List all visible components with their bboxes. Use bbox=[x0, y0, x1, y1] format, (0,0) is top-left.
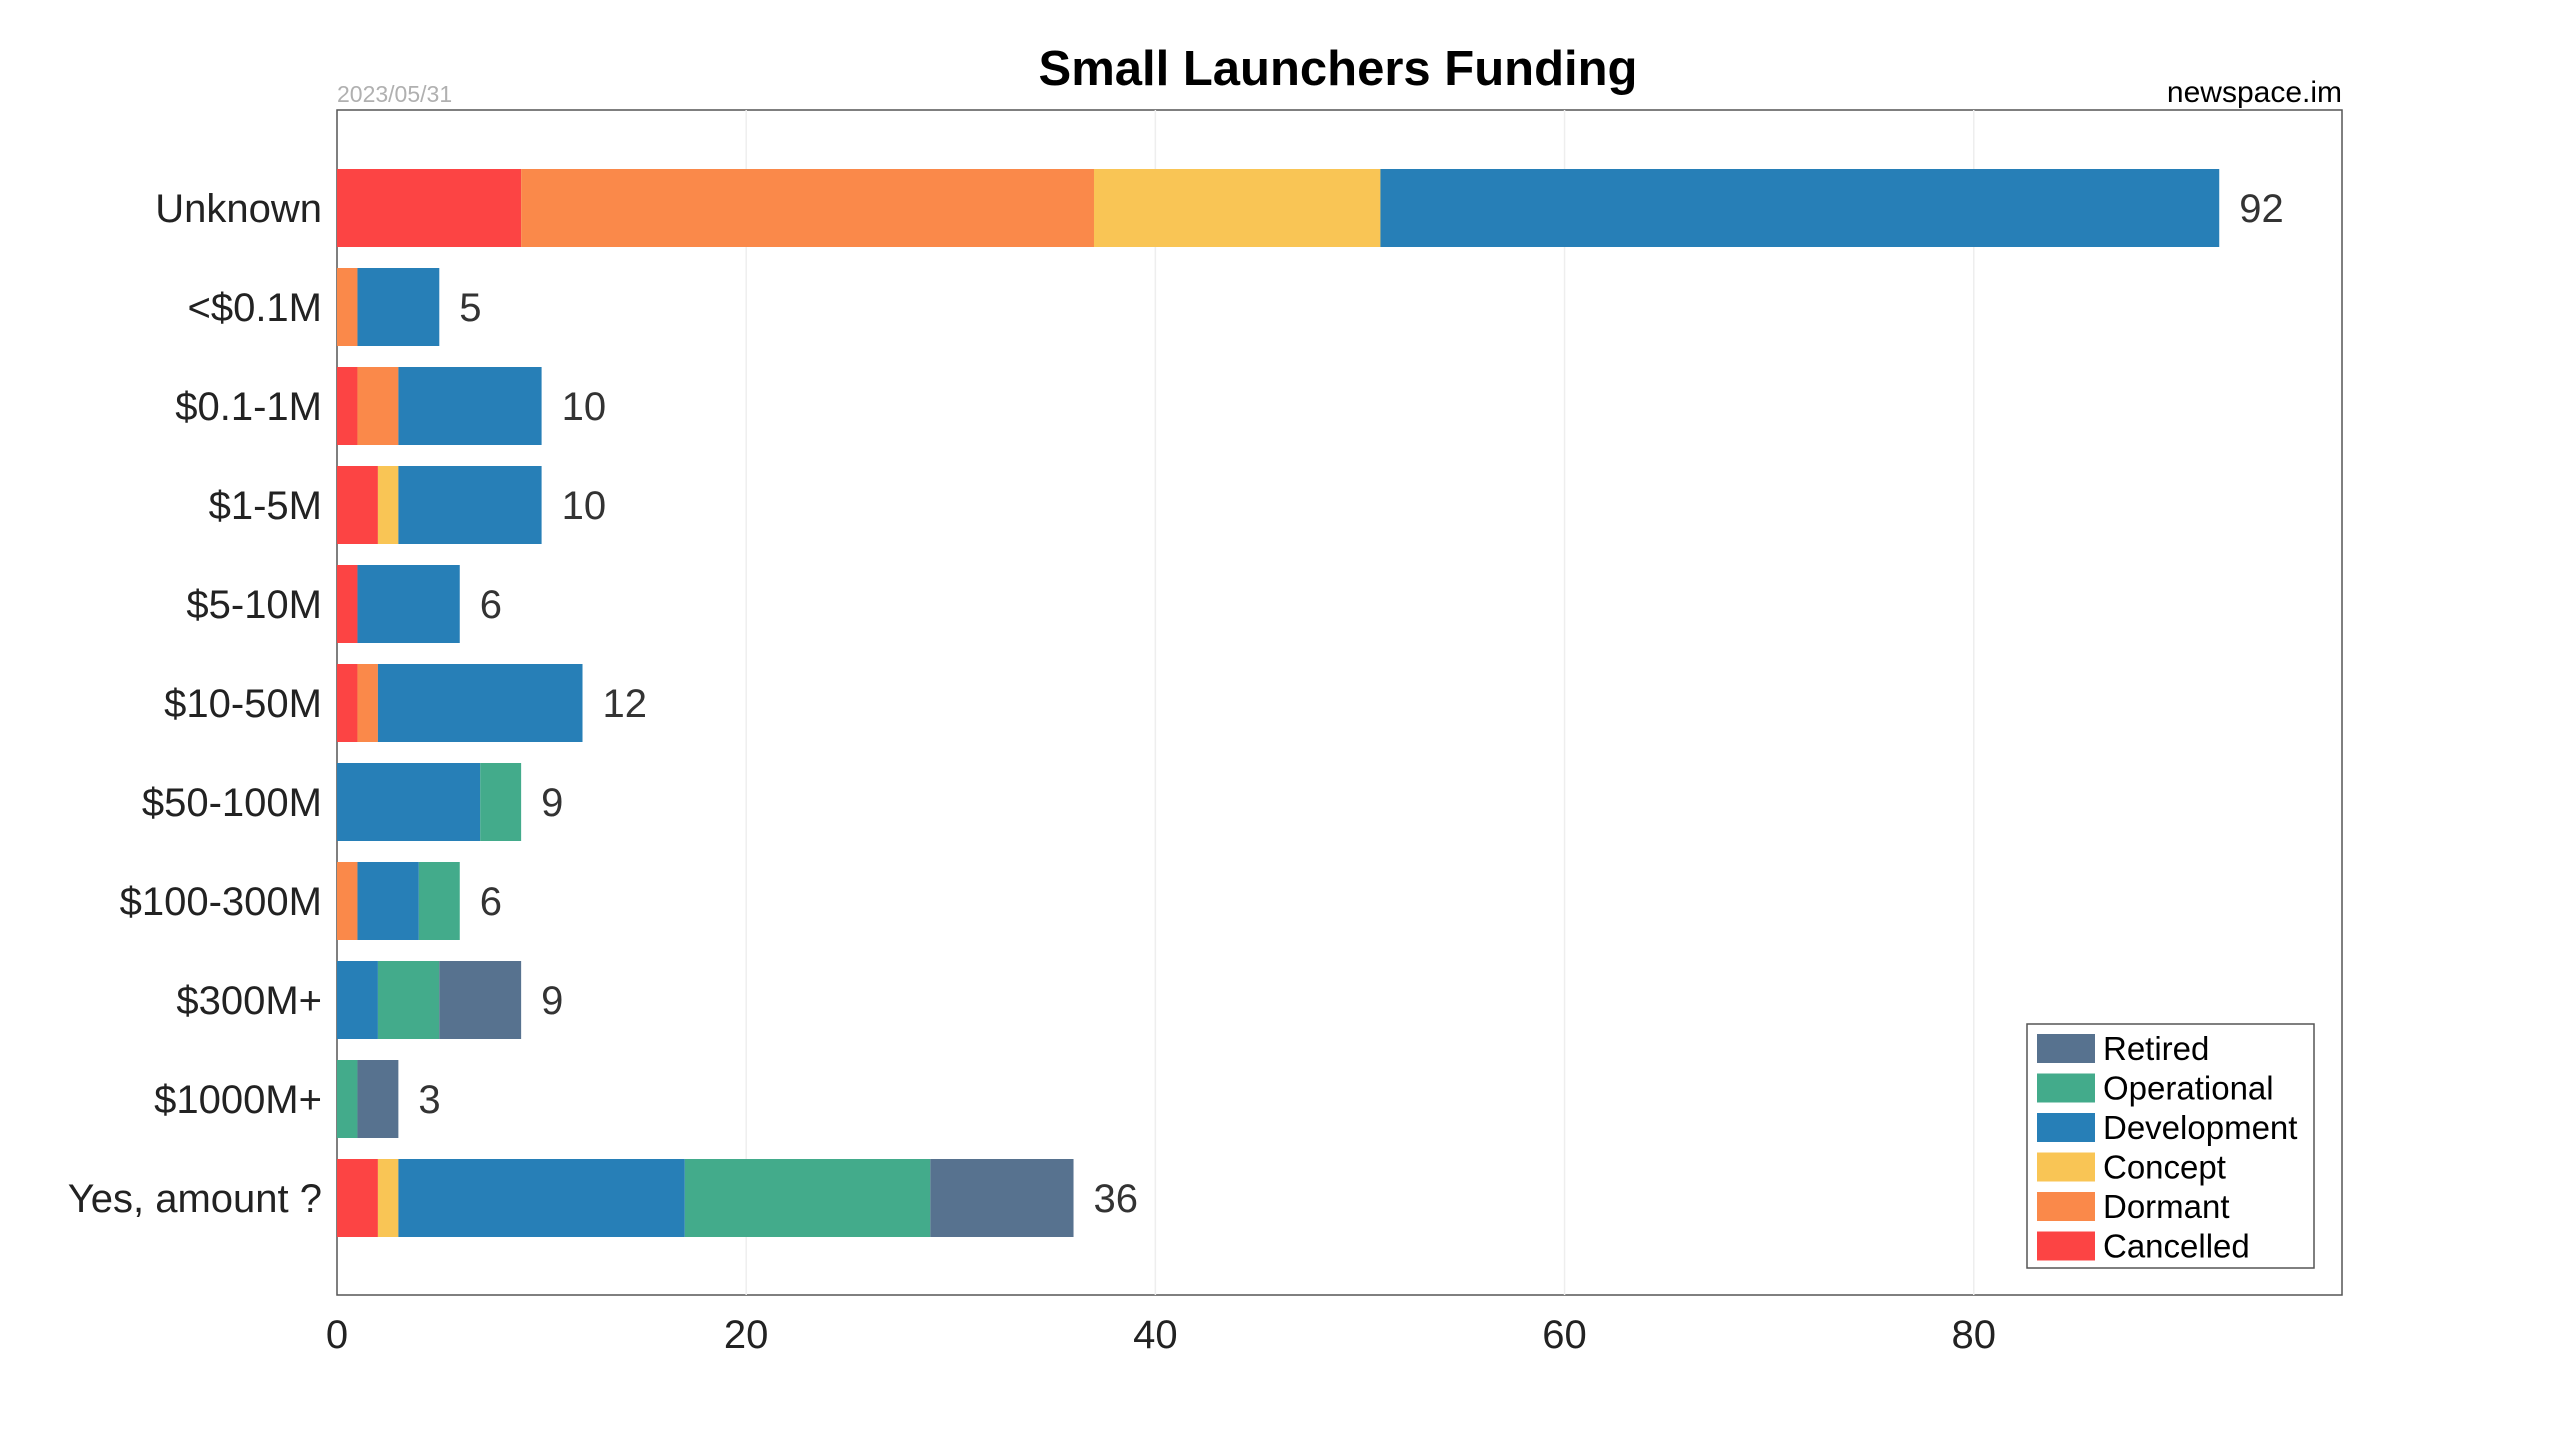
category-label: $1-5M bbox=[209, 484, 322, 528]
bar-dormant-0 bbox=[521, 169, 1094, 247]
legend-label-retired: Retired bbox=[2103, 1030, 2209, 1067]
bar-development-10 bbox=[398, 1159, 685, 1237]
bar-operational-10 bbox=[684, 1159, 931, 1237]
x-tick-label: 40 bbox=[1133, 1313, 1178, 1357]
bar-operational-7 bbox=[418, 862, 460, 940]
total-label: 10 bbox=[562, 484, 607, 528]
category-label: $50-100M bbox=[142, 781, 322, 825]
category-label: $0.1-1M bbox=[175, 385, 322, 429]
chart-date: 2023/05/31 bbox=[337, 81, 452, 107]
category-label: Yes, amount ? bbox=[68, 1177, 322, 1221]
bar-development-1 bbox=[357, 268, 440, 346]
legend: RetiredOperationalDevelopmentConceptDorm… bbox=[2026, 1023, 2315, 1269]
bar-operational-9 bbox=[337, 1060, 358, 1138]
legend-label-dormant: Dormant bbox=[2103, 1188, 2230, 1225]
total-labels: 92 5 10 10 6 12 9 6 9 3 36 bbox=[418, 187, 2283, 1221]
total-label: 9 bbox=[541, 979, 563, 1023]
legend-swatch-dormant bbox=[2037, 1192, 2095, 1221]
legend-box bbox=[2026, 1023, 2315, 1269]
category-label: $1000M+ bbox=[154, 1078, 322, 1122]
bar-development-3 bbox=[398, 466, 542, 544]
total-label: 3 bbox=[418, 1078, 440, 1122]
category-label: $100-300M bbox=[120, 880, 322, 924]
bar-development-0 bbox=[1380, 169, 2220, 247]
legend-swatch-retired bbox=[2037, 1034, 2095, 1063]
category-label: <$0.1M bbox=[187, 286, 322, 330]
bar-concept-3 bbox=[377, 466, 399, 544]
total-label: 5 bbox=[459, 286, 481, 330]
x-tick-label: 20 bbox=[724, 1313, 769, 1357]
total-label: 9 bbox=[541, 781, 563, 825]
category-label: $300M+ bbox=[176, 979, 322, 1023]
x-tick-label: 0 bbox=[326, 1313, 348, 1357]
legend-label-operational: Operational bbox=[2103, 1070, 2274, 1107]
bar-concept-10 bbox=[377, 1159, 399, 1237]
bar-development-6 bbox=[337, 763, 481, 841]
legend-swatch-development bbox=[2037, 1113, 2095, 1142]
bar-dormant-1 bbox=[337, 268, 358, 346]
total-label: 10 bbox=[562, 385, 607, 429]
bar-operational-8 bbox=[377, 961, 440, 1039]
legend-swatch-operational bbox=[2037, 1073, 2095, 1103]
bar-development-5 bbox=[377, 664, 583, 742]
chart-source: newspace.im bbox=[2167, 76, 2342, 109]
x-tick-label: 60 bbox=[1542, 1313, 1587, 1357]
legend-label-cancelled: Cancelled bbox=[2103, 1228, 2250, 1265]
bar-retired-10 bbox=[930, 1159, 1074, 1237]
category-label: $10-50M bbox=[164, 682, 322, 726]
bar-dormant-5 bbox=[357, 664, 378, 742]
category-labels: Unknown <$0.1M $0.1-1M $1-5M $5-10M $10-50M $5… bbox=[68, 187, 322, 1221]
total-label: 36 bbox=[1094, 1177, 1139, 1221]
bar-cancelled-3 bbox=[337, 466, 378, 544]
bar-cancelled-0 bbox=[337, 169, 522, 247]
bar-development-7 bbox=[357, 862, 419, 940]
bar-cancelled-2 bbox=[337, 367, 358, 445]
bar-development-4 bbox=[357, 565, 460, 643]
total-label: 6 bbox=[480, 583, 502, 627]
legend-label-concept: Concept bbox=[2103, 1149, 2226, 1186]
category-label: $5-10M bbox=[186, 583, 322, 627]
bar-retired-9 bbox=[357, 1060, 399, 1138]
legend-swatch-concept bbox=[2037, 1152, 2095, 1182]
x-tick-label: 80 bbox=[1951, 1313, 1996, 1357]
legend-label-development: Development bbox=[2103, 1109, 2297, 1146]
total-label: 6 bbox=[480, 880, 502, 924]
bars-group bbox=[337, 169, 2220, 1237]
bar-development-8 bbox=[337, 961, 378, 1039]
chart-title: Small Launchers Funding bbox=[1039, 42, 1638, 96]
legend-swatch-cancelled bbox=[2037, 1231, 2095, 1261]
bar-operational-6 bbox=[480, 763, 522, 841]
bar-dormant-7 bbox=[337, 862, 358, 940]
total-label: 92 bbox=[2239, 187, 2284, 231]
x-axis-ticks: 0 20 40 60 80 bbox=[326, 1313, 1996, 1357]
bar-concept-0 bbox=[1093, 169, 1381, 247]
bar-development-2 bbox=[398, 367, 542, 445]
category-label: Unknown bbox=[155, 187, 322, 231]
bar-cancelled-4 bbox=[337, 565, 358, 643]
bar-retired-8 bbox=[439, 961, 522, 1039]
plot-area bbox=[336, 109, 2343, 1296]
bar-dormant-2 bbox=[357, 367, 399, 445]
bar-cancelled-5 bbox=[337, 664, 358, 742]
total-label: 12 bbox=[603, 682, 648, 726]
bar-cancelled-10 bbox=[337, 1159, 378, 1237]
grid-lines bbox=[745, 110, 1975, 1295]
